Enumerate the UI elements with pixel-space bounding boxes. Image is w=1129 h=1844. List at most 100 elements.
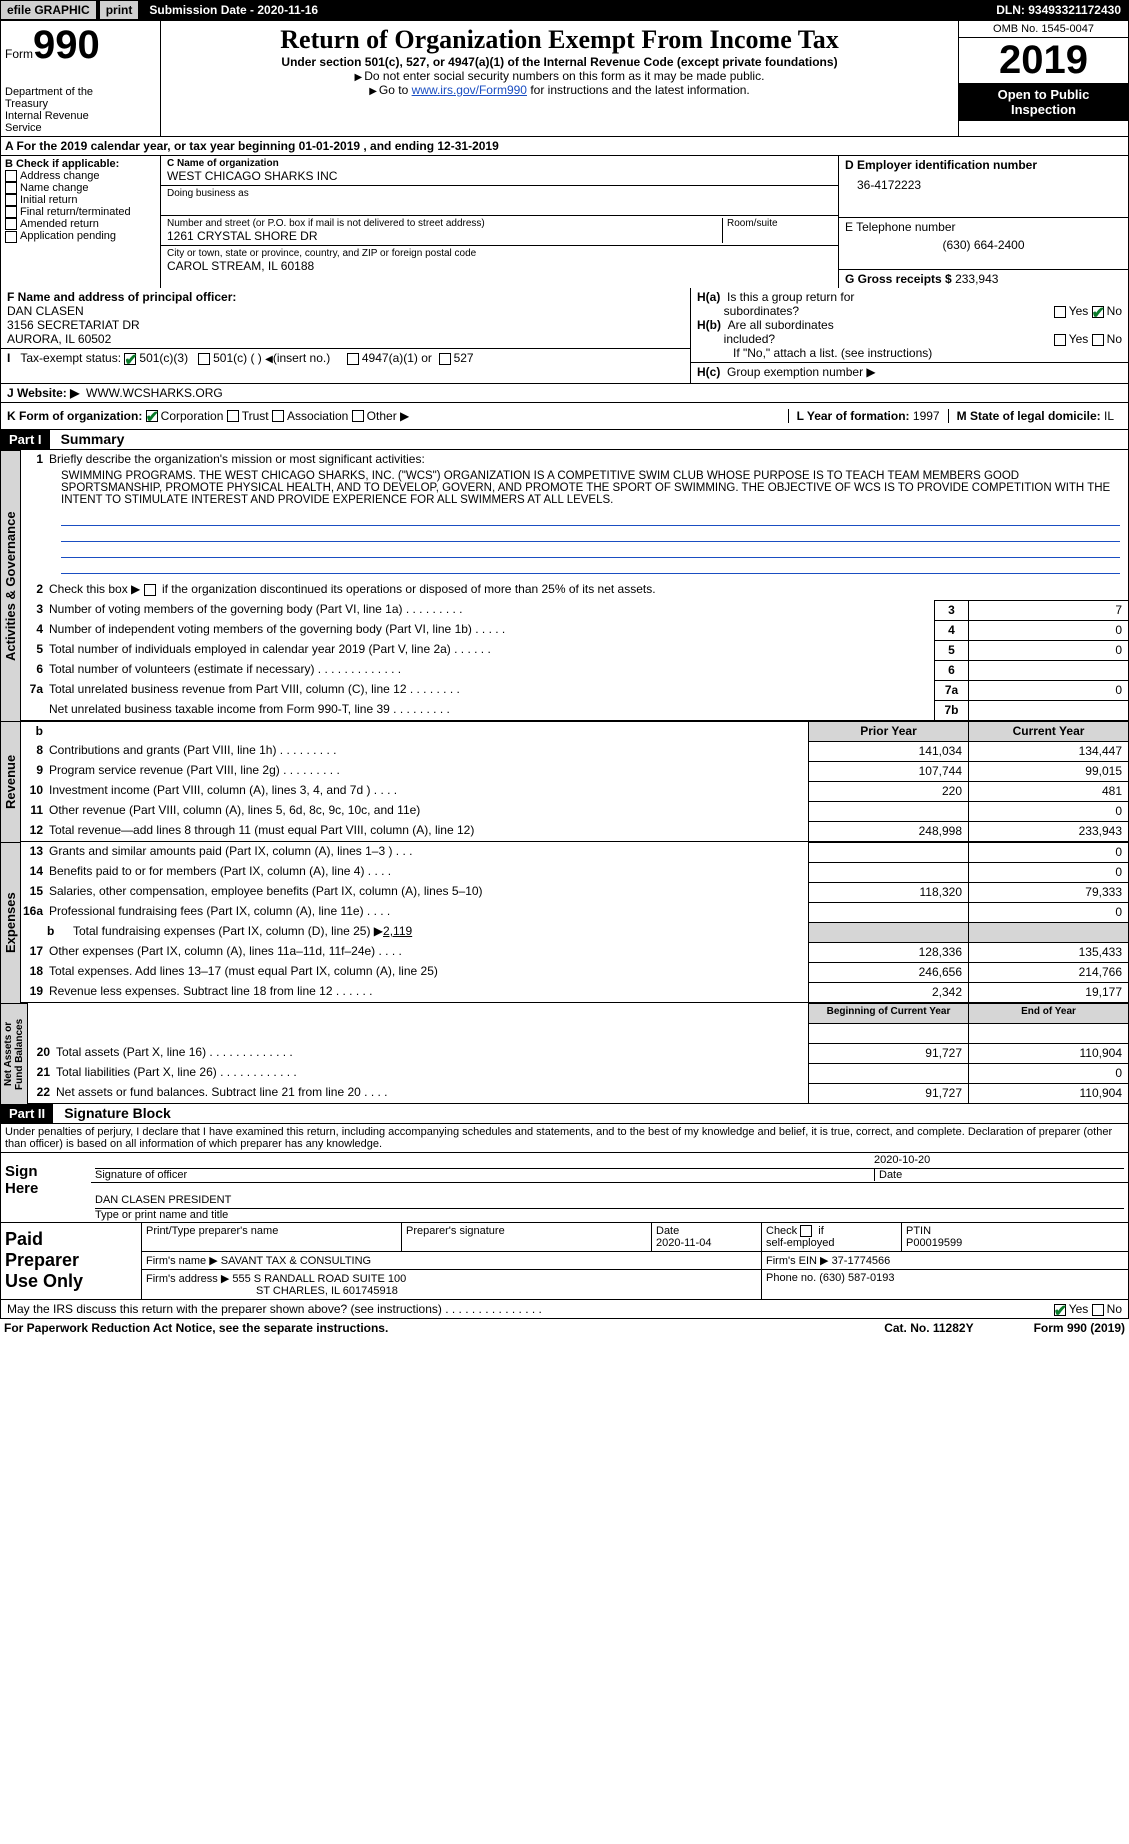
pt-name-label: Print/Type preparer's name	[141, 1223, 401, 1252]
addr-label: Number and street (or P.O. box if mail i…	[167, 218, 722, 229]
cb-line2[interactable]	[144, 584, 156, 596]
officer-addr2: AURORA, IL 60502	[7, 332, 684, 346]
form-header: Form990 Department of theTreasuryInterna…	[0, 20, 1129, 137]
print-name-label: Type or print name and title	[95, 1208, 1124, 1221]
principal-block: F Name and address of principal officer:…	[0, 288, 1129, 384]
cb-self-emp[interactable]	[800, 1225, 812, 1237]
c-name-label: C Name of organization	[167, 158, 832, 169]
form-note-1: Do not enter social security numbers on …	[165, 69, 954, 83]
ha-label: H(a) Is this a group return for subordin…	[697, 290, 1122, 318]
prep-date: 2020-11-04	[656, 1237, 711, 1249]
cb-app-pending[interactable]	[5, 231, 17, 243]
ein-value: 36-4172223	[845, 172, 1122, 192]
col-current: Current Year	[968, 721, 1128, 741]
sig-officer-label: Signature of officer	[95, 1168, 874, 1181]
cb-discuss-yes[interactable]	[1054, 1304, 1066, 1316]
cb-corp[interactable]	[146, 410, 158, 422]
omb-number: OMB No. 1545-0047	[959, 21, 1128, 38]
cb-501c[interactable]	[198, 353, 210, 365]
dln-text: DLN: 93493321172430	[988, 1, 1129, 19]
sign-date: 2020-10-20	[874, 1154, 1124, 1166]
row-klm: K Form of organization: Corporation Trus…	[0, 403, 1129, 430]
mission-text: SWIMMING PROGRAMS. THE WEST CHICAGO SHAR…	[21, 470, 1128, 510]
i-label: I Tax-exempt status:	[7, 351, 121, 365]
firm-phone: (630) 587-0193	[819, 1272, 894, 1284]
firm-addr2: ST CHARLES, IL 601745918	[146, 1285, 398, 1297]
top-toolbar: efile GRAPHIC print Submission Date - 20…	[0, 0, 1129, 20]
cb-assoc[interactable]	[272, 410, 284, 422]
cb-final-return[interactable]	[5, 206, 17, 218]
tab-activities: Activities & Governance	[0, 450, 21, 721]
form-note-2: Go to www.irs.gov/Form990 for instructio…	[165, 83, 954, 97]
col-eoy: End of Year	[968, 1003, 1128, 1023]
val-7a: 0	[968, 680, 1128, 700]
tab-expenses: Expenses	[0, 842, 21, 1003]
val-6	[968, 660, 1128, 680]
org-name: WEST CHICAGO SHARKS INC	[167, 169, 832, 183]
form-word: Form	[5, 47, 33, 61]
paid-preparer-block: PaidPreparerUse Only Print/Type preparer…	[0, 1223, 1129, 1300]
val-4: 0	[968, 620, 1128, 640]
ptin-value: P00019599	[906, 1237, 962, 1249]
k-label: K Form of organization:	[7, 409, 142, 423]
tab-revenue: Revenue	[0, 721, 21, 842]
cb-ha-yes[interactable]	[1054, 306, 1066, 318]
state-domicile: IL	[1104, 409, 1114, 423]
gross-receipts: 233,943	[955, 272, 998, 286]
val-5: 0	[968, 640, 1128, 660]
part-i-header: Part I Summary	[0, 430, 1129, 450]
firm-ein: 37-1774566	[832, 1255, 891, 1267]
city-label: City or town, state or province, country…	[167, 248, 832, 259]
part-ii-header: Part II Signature Block	[0, 1104, 1129, 1124]
cb-initial-return[interactable]	[5, 194, 17, 206]
cb-hb-no[interactable]	[1092, 334, 1104, 346]
f-label: F Name and address of principal officer:	[7, 290, 684, 304]
row-a-tax-year: A For the 2019 calendar year, or tax yea…	[0, 137, 1129, 156]
footer-left: For Paperwork Reduction Act Notice, see …	[4, 1321, 388, 1335]
page-footer: For Paperwork Reduction Act Notice, see …	[0, 1319, 1129, 1337]
col-prior: Prior Year	[808, 721, 968, 741]
officer-print-name: DAN CLASEN PRESIDENT	[95, 1184, 1124, 1206]
tax-year: 2019	[959, 38, 1128, 83]
sign-date-label: Date	[874, 1168, 1124, 1181]
cb-discuss-no[interactable]	[1092, 1304, 1104, 1316]
cb-name-change[interactable]	[5, 182, 17, 194]
prep-sig-label: Preparer's signature	[401, 1223, 651, 1252]
irs-link[interactable]: www.irs.gov/Form990	[412, 83, 527, 97]
line2-label: Check this box ▶ if the organization dis…	[45, 580, 1128, 600]
tab-net-assets: Net Assets orFund Balances	[0, 1003, 28, 1104]
phone-value: (630) 664-2400	[845, 234, 1122, 252]
paid-preparer-label: PaidPreparerUse Only	[1, 1223, 141, 1299]
website-value: WWW.WCSHARKS.ORG	[86, 386, 223, 400]
cb-trust[interactable]	[227, 410, 239, 422]
efile-button[interactable]: efile GRAPHIC	[0, 0, 97, 20]
row-j: J Website: ▶ WWW.WCSHARKS.ORG	[0, 384, 1129, 403]
d-label: D Employer identification number	[845, 158, 1122, 172]
col-boy: Beginning of Current Year	[808, 1003, 968, 1023]
cb-address-change[interactable]	[5, 170, 17, 182]
sign-here-label: SignHere	[1, 1153, 91, 1222]
cb-other[interactable]	[352, 410, 364, 422]
cb-527[interactable]	[439, 353, 451, 365]
cb-ha-no[interactable]	[1092, 306, 1104, 318]
firm-addr1: 555 S RANDALL ROAD SUITE 100	[232, 1273, 406, 1285]
h-ifno: If "No," attach a list. (see instruction…	[697, 346, 1122, 360]
g-label: G Gross receipts $	[845, 272, 952, 286]
hb-label: H(b) Are all subordinates included? Yes …	[697, 318, 1122, 346]
cb-4947[interactable]	[347, 353, 359, 365]
discuss-row: May the IRS discuss this return with the…	[0, 1300, 1129, 1319]
city-state-zip: CAROL STREAM, IL 60188	[167, 259, 832, 273]
identity-block: B Check if applicable: Address change Na…	[0, 156, 1129, 288]
print-button[interactable]: print	[99, 0, 140, 20]
dept-treasury: Department of theTreasuryInternal Revenu…	[5, 86, 156, 134]
line1-label: Briefly describe the organization's miss…	[45, 450, 1128, 470]
b-label: B Check if applicable:	[5, 158, 156, 170]
cb-501c3[interactable]	[124, 353, 136, 365]
open-public: Open to PublicInspection	[959, 83, 1128, 121]
cb-hb-yes[interactable]	[1054, 334, 1066, 346]
dba-label: Doing business as	[167, 188, 832, 199]
cb-amended[interactable]	[5, 218, 17, 230]
hc-label: H(c) Group exemption number ▶	[691, 362, 1128, 381]
val-7b	[968, 700, 1128, 720]
self-emp-label: Check ifself-employed	[761, 1223, 901, 1252]
